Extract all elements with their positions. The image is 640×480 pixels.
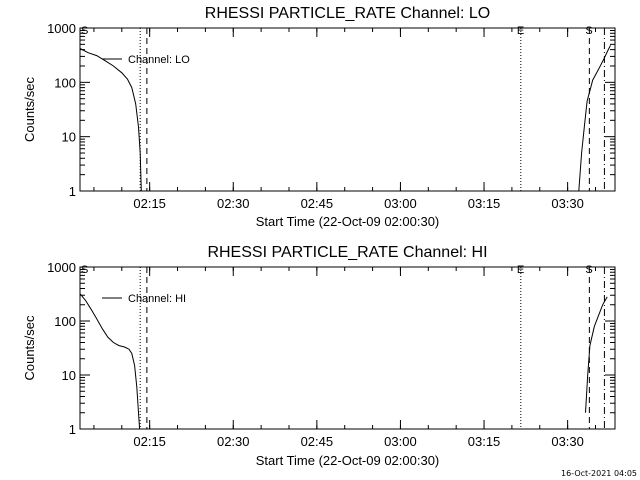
footer-timestamp: 16-Oct-2021 04:05 [561, 469, 637, 478]
x-tick-label: 02:15 [133, 434, 166, 449]
y-tick-label: 1000 [47, 21, 76, 36]
x-tick-label: 03:15 [468, 196, 501, 211]
chart-lo-channel: RHESSI PARTICLE_RATE Channel: LO 1 10 100 10… [22, 5, 615, 229]
plot-frame [80, 28, 615, 191]
x-tick-label: 03:15 [468, 434, 501, 449]
vline-label: E [517, 264, 524, 276]
x-tick-label: 02:45 [301, 196, 334, 211]
x-axis-label: Start Time (22-Oct-09 02:00:30) [256, 214, 440, 229]
x-tick-label: 02:15 [133, 196, 166, 211]
y-tick-label: 1000 [47, 260, 76, 275]
y-tick-label: 1 [69, 422, 76, 437]
corner-marker: S [81, 25, 88, 37]
vline-label: S [585, 25, 592, 37]
plot-frame [80, 267, 615, 429]
vline-label: S [585, 264, 592, 276]
x-tick-label: 02:30 [217, 196, 250, 211]
series-line [80, 49, 141, 192]
legend-label: Channel: HI [128, 293, 186, 305]
legend-label: Channel: LO [128, 54, 190, 66]
y-axis-label: Counts/sec [22, 315, 37, 381]
y-tick-label: 100 [54, 75, 76, 90]
y-tick-label: 10 [62, 368, 76, 383]
y-tick-label: 10 [62, 130, 76, 145]
series-line [579, 45, 611, 191]
y-tick-label: 100 [54, 314, 76, 329]
chart-title: RHESSI PARTICLE_RATE Channel: HI [207, 244, 487, 261]
x-tick-label: 03:30 [551, 434, 584, 449]
x-tick-label: 03:30 [551, 196, 584, 211]
chart-hi-channel: RHESSI PARTICLE_RATE Channel: HI 1 10 100 10… [22, 244, 615, 468]
x-tick-label: 02:30 [217, 434, 250, 449]
vline-label: E [517, 25, 524, 37]
series-line [80, 294, 140, 429]
chart-title: RHESSI PARTICLE_RATE Channel: LO [205, 5, 490, 22]
x-axis-label: Start Time (22-Oct-09 02:00:30) [256, 453, 440, 468]
corner-marker: S [81, 264, 88, 276]
x-tick-label: 03:00 [384, 196, 417, 211]
y-axis-label: Counts/sec [22, 76, 37, 142]
x-tick-label: 03:00 [384, 434, 417, 449]
x-tick-label: 02:45 [301, 434, 334, 449]
y-tick-label: 1 [69, 184, 76, 199]
